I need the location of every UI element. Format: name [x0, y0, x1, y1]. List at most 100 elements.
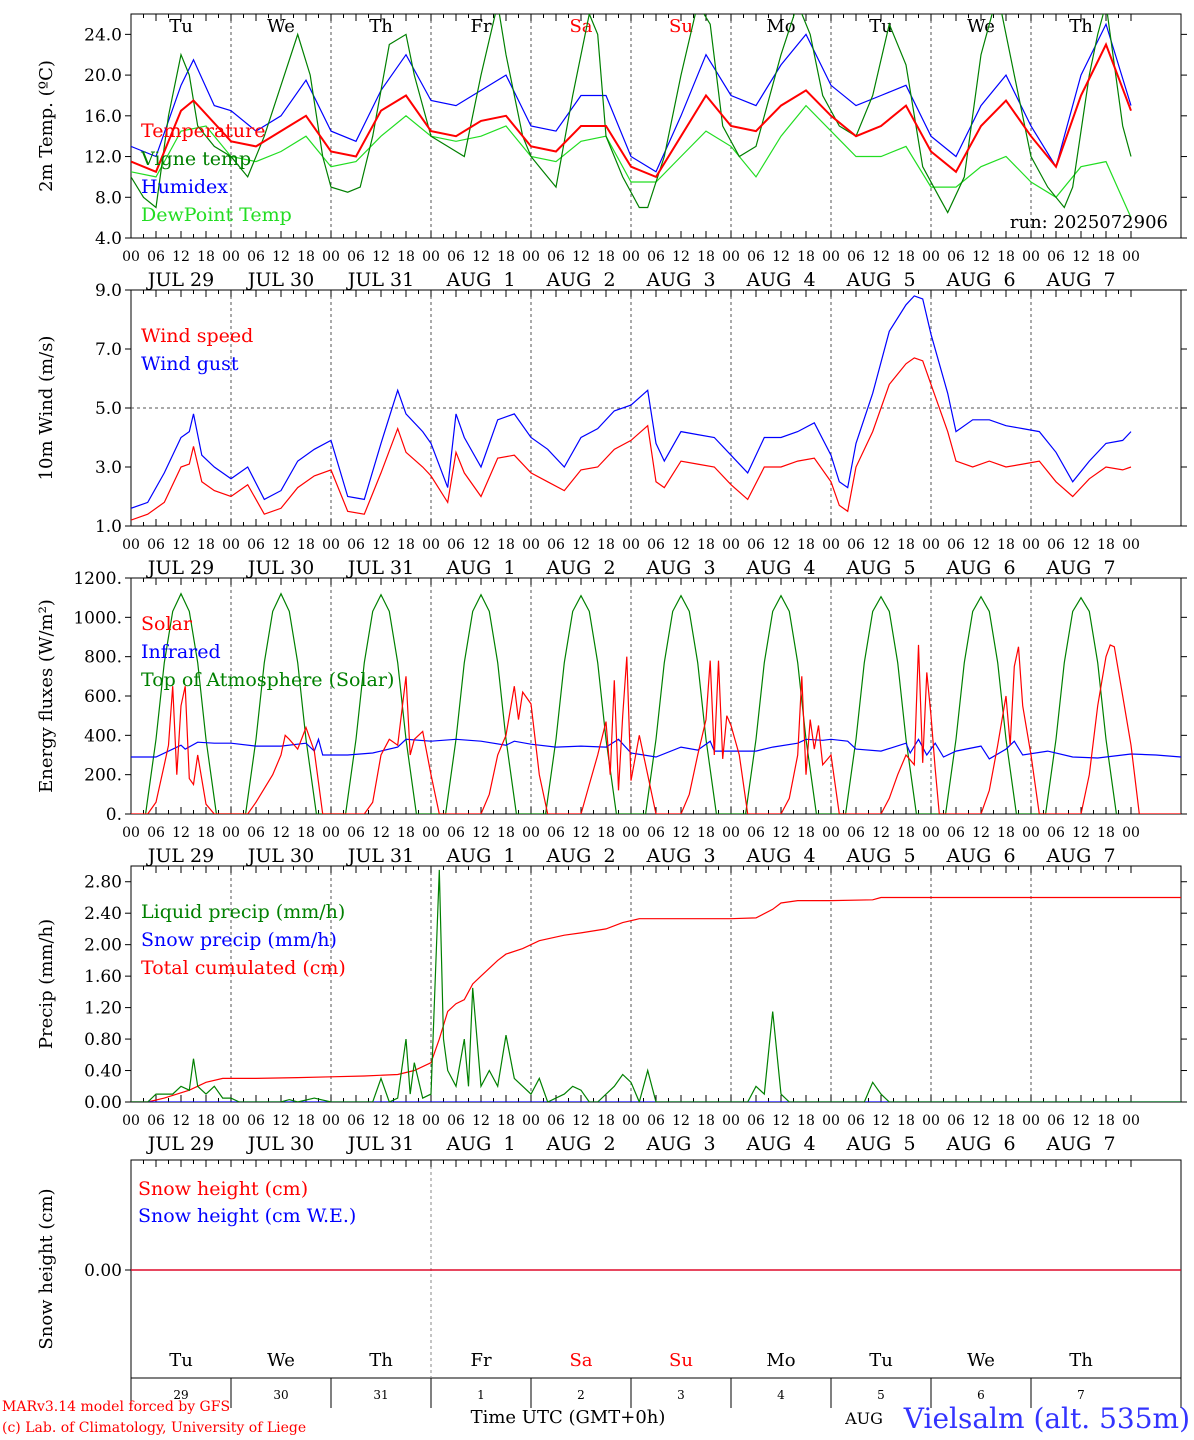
hour-label: 06: [347, 825, 365, 841]
hour-label: 00: [1022, 249, 1040, 265]
station-label: Vielsalm (alt. 535m): [903, 1402, 1190, 1435]
hour-label: 06: [447, 537, 465, 553]
hour-label: 00: [122, 1113, 140, 1129]
hour-label: 06: [847, 825, 865, 841]
hour-label: 00: [422, 825, 440, 841]
hour-label: 06: [747, 1113, 765, 1129]
weekday-label: We: [267, 16, 295, 37]
day-label: AUG 7: [1045, 269, 1115, 291]
y-tick-label: 9.0: [95, 281, 122, 301]
hour-label: 12: [772, 1113, 790, 1129]
day-label: AUG 5: [845, 269, 915, 291]
weekday-label: Fr: [470, 16, 491, 37]
hour-label: 12: [1072, 537, 1090, 553]
hour-label: 06: [247, 1113, 265, 1129]
legend-label: Solar: [141, 613, 193, 635]
hour-label: 18: [197, 249, 215, 265]
hour-label: 00: [522, 1113, 540, 1129]
hour-label: 12: [372, 1113, 390, 1129]
y-tick-label: 1.0: [95, 517, 122, 537]
day-label: AUG 1: [445, 557, 515, 579]
series-line-vigne-temp: [131, 14, 1132, 214]
weekday-label: Th: [1069, 16, 1093, 37]
series-line-wind-speed: [131, 357, 1132, 521]
hour-label: 12: [972, 537, 990, 553]
hour-label: 00: [822, 1113, 840, 1129]
hour-label: 00: [422, 1113, 440, 1129]
hour-label: 06: [147, 1113, 165, 1129]
hour-label: 06: [1047, 1113, 1065, 1129]
hour-label: 18: [597, 537, 615, 553]
hour-label: 18: [797, 1113, 815, 1129]
legend-label: Vigne temp: [140, 148, 251, 170]
weekday-label: Tu: [869, 16, 893, 37]
hour-label: 18: [497, 249, 515, 265]
hour-label: 18: [397, 537, 415, 553]
hour-label: 18: [197, 825, 215, 841]
hour-label: 12: [1072, 249, 1090, 265]
y-axis-title: Precip (mm/h): [36, 919, 57, 1049]
hour-label: 06: [947, 249, 965, 265]
hour-label: 06: [447, 1113, 465, 1129]
series-line-temperature: [131, 41, 1132, 179]
weekday-label: Th: [369, 16, 393, 37]
hour-label: 00: [622, 825, 640, 841]
hour-label: 18: [697, 825, 715, 841]
legend-label: Wind gust: [141, 353, 239, 375]
hour-label: 00: [122, 537, 140, 553]
hour-label: 12: [572, 249, 590, 265]
y-tick-label: 4.0: [95, 229, 122, 249]
hour-label: 12: [572, 1113, 590, 1129]
hour-label: 06: [247, 825, 265, 841]
day-number: 6: [977, 1388, 985, 1402]
hour-label: 06: [247, 537, 265, 553]
hour-label: 18: [897, 1113, 915, 1129]
day-number: 7: [1077, 1388, 1085, 1402]
day-label: JUL 29: [146, 845, 214, 867]
day-number: 1: [477, 1388, 485, 1402]
hour-label: 06: [347, 537, 365, 553]
weekday-label: Th: [1069, 1350, 1093, 1371]
y-tick-label: 2.00: [84, 936, 122, 956]
y-tick-label: 7.0: [95, 340, 122, 360]
legend-label: Snow height (cm): [138, 1178, 308, 1200]
hour-label: 18: [297, 825, 315, 841]
hour-label: 00: [222, 249, 240, 265]
day-label: AUG 7: [1045, 1133, 1115, 1155]
hour-label: 06: [547, 537, 565, 553]
series-line-top-of-atmosphere-solar-: [145, 592, 1117, 814]
hour-label: 00: [1122, 1113, 1140, 1129]
hour-label: 06: [147, 249, 165, 265]
hour-label: 06: [1047, 825, 1065, 841]
hour-label: 18: [297, 1113, 315, 1129]
day-label: AUG 2: [545, 845, 615, 867]
y-tick-label: 3.0: [95, 458, 122, 478]
hour-label: 18: [697, 1113, 715, 1129]
y-tick-label: 0.00: [84, 1261, 122, 1281]
hour-label: 00: [1022, 1113, 1040, 1129]
hour-label: 12: [672, 537, 690, 553]
hour-label: 00: [422, 249, 440, 265]
weekday-label: Tu: [169, 1350, 193, 1371]
hour-label: 18: [197, 537, 215, 553]
series-line-dewpoint-temp: [131, 104, 1132, 218]
hour-label: 06: [547, 1113, 565, 1129]
day-label: AUG 4: [745, 845, 815, 867]
hour-label: 00: [1122, 825, 1140, 841]
series-line-liquid-precip-mm-h-: [131, 869, 1181, 1102]
hour-label: 18: [597, 825, 615, 841]
hour-label: 06: [847, 249, 865, 265]
day-label: AUG 5: [845, 557, 915, 579]
hour-label: 00: [722, 249, 740, 265]
hour-label: 06: [847, 537, 865, 553]
run-annotation: run: 2025072906: [1010, 212, 1168, 233]
hour-label: 12: [672, 249, 690, 265]
y-tick-label: 200.: [84, 766, 122, 786]
hour-label: 12: [972, 825, 990, 841]
legend-label: Snow precip (mm/h): [141, 929, 337, 951]
legend-label: Snow height (cm W.E.): [138, 1205, 356, 1227]
day-label: AUG 1: [445, 269, 515, 291]
hour-label: 18: [897, 537, 915, 553]
hour-label: 06: [147, 537, 165, 553]
hour-label: 12: [1072, 1113, 1090, 1129]
